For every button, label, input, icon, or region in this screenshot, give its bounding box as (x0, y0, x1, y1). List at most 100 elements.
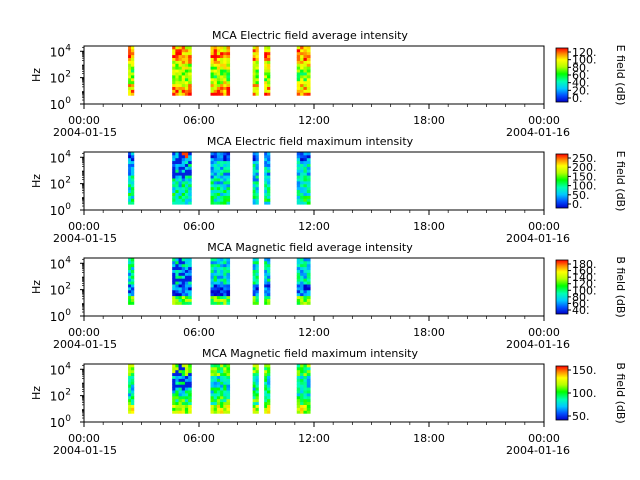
x-tick-label: 12:00 (298, 326, 330, 339)
x-date-label: 2004-01-16 (506, 444, 570, 457)
colorbar-tick-label: 0. (572, 92, 583, 105)
colorbar-tick-label: 60. (572, 297, 590, 310)
y-tick-exponent: 0 (65, 414, 71, 424)
colorbar-tick-label: 200. (572, 161, 597, 174)
plot-frame (83, 363, 545, 423)
y-tick-label: 10 (50, 257, 65, 271)
colorbar-tick-label: 140. (572, 271, 597, 284)
y-tick-exponent: 2 (65, 388, 71, 398)
data-interval-5 (264, 152, 271, 205)
y-tick-exponent: 0 (65, 202, 71, 212)
colorbar-label: E field (dB) (614, 151, 627, 212)
y-tick-label: 10 (50, 98, 65, 112)
x-tick-label: 06:00 (183, 114, 215, 127)
data-interval-4 (252, 46, 259, 96)
data-interval-2 (172, 152, 192, 205)
colorbar-tick-label: 180. (572, 258, 597, 271)
data-interval-6 (296, 46, 311, 96)
x-date-label: 2004-01-16 (506, 232, 570, 245)
y-tick-label: 10 (50, 151, 65, 165)
y-tick-exponent: 0 (65, 96, 71, 106)
y-tick-label: 10 (50, 178, 65, 192)
data-interval-3 (210, 364, 231, 414)
colorbar-tick-label: 50. (572, 189, 590, 202)
data-interval-2 (172, 258, 192, 305)
colorbar-tick-label: 100. (572, 387, 597, 400)
x-tick-label: 18:00 (413, 432, 445, 445)
data-interval-1 (128, 46, 135, 96)
colorbar: 180.160.140.120.100.80.60.40. B field (dB… (555, 256, 627, 318)
x-date-label: 2004-01-15 (53, 444, 117, 457)
colorbar-tick-label: 20. (572, 84, 590, 97)
x-tick-label: 06:00 (183, 326, 215, 339)
colorbar-tick-label: 120. (572, 46, 597, 59)
y-tick-exponent: 4 (65, 361, 71, 371)
colorbar-tick-label: 100. (572, 180, 597, 193)
x-tick-label: 06:00 (183, 432, 215, 445)
x-date-label: 2004-01-15 (53, 232, 117, 245)
plot-frame (83, 45, 545, 105)
x-tick-label: 00:00 (68, 114, 100, 127)
x-tick-label: 12:00 (298, 432, 330, 445)
colorbar-tick-label: 150. (572, 364, 597, 377)
colorbar-label: B field (dB) (614, 362, 627, 423)
data-interval-2 (172, 364, 192, 414)
x-tick-label: 18:00 (413, 326, 445, 339)
data-interval-6 (296, 152, 311, 205)
colorbar-tick-label: 80. (572, 291, 590, 304)
y-tick-exponent: 4 (65, 149, 71, 159)
colorbar: 150. 100. 50. B field (dB) (555, 362, 627, 424)
chart-title: MCA Magnetic field average intensity (207, 241, 413, 254)
chart-title: MCA Magnetic field maximum intensity (202, 347, 418, 360)
y-tick-label: 10 (50, 284, 65, 298)
x-tick-label: 12:00 (298, 114, 330, 127)
data-interval-5 (264, 258, 271, 305)
colorbar-tick-label: 40. (572, 77, 590, 90)
data-interval-6 (296, 258, 311, 305)
data-interval-3 (210, 46, 231, 96)
x-tick-label: 18:00 (413, 114, 445, 127)
panel-2: MCA Electric field maximum intensity Hz 10… (30, 135, 627, 245)
y-tick-exponent: 2 (65, 176, 71, 186)
spectrogram-data (128, 364, 311, 414)
colorbar-tick-label: 0. (572, 198, 583, 211)
y-tick-label: 10 (50, 72, 65, 86)
data-interval-6 (296, 364, 311, 414)
y-axis-label: Hz (30, 280, 43, 294)
y-tick-label: 10 (50, 390, 65, 404)
data-interval-1 (128, 364, 135, 414)
colorbar-tick-label: 100. (572, 284, 597, 297)
data-interval-1 (128, 258, 135, 305)
x-date-label: 2004-01-15 (53, 338, 117, 351)
x-tick-label: 00:00 (68, 432, 100, 445)
x-date-label: 2004-01-16 (506, 126, 570, 139)
x-date-label: 2004-01-16 (506, 338, 570, 351)
data-interval-3 (210, 152, 231, 205)
colorbar-tick-label: 50. (572, 410, 590, 423)
y-tick-exponent: 4 (65, 43, 71, 53)
colorbar: 120.100.80.60.40.20.0. E field (dB) (555, 45, 627, 105)
spectrogram-data (128, 258, 311, 305)
colorbar-tick-label: 120. (572, 278, 597, 291)
y-tick-label: 10 (50, 416, 65, 430)
data-interval-4 (252, 152, 259, 205)
colorbar: 250.200.150.100.50.0. E field (dB) (555, 151, 627, 212)
data-interval-4 (252, 258, 259, 305)
colorbar-tick-label: 250. (572, 152, 597, 165)
data-interval-2 (172, 46, 192, 96)
x-tick-label: 00:00 (528, 432, 560, 445)
chart-title: MCA Electric field maximum intensity (207, 135, 414, 148)
y-axis-label: Hz (30, 174, 43, 188)
panel-3: MCA Magnetic field average intensity Hz 10… (30, 241, 627, 351)
plot-frame (83, 257, 545, 317)
spectrogram-data (128, 46, 311, 96)
x-tick-label: 00:00 (68, 220, 100, 233)
y-axis-label: Hz (30, 386, 43, 400)
y-tick-exponent: 2 (65, 70, 71, 80)
y-axis-label: Hz (30, 68, 43, 82)
x-tick-label: 00:00 (528, 326, 560, 339)
x-tick-label: 06:00 (183, 220, 215, 233)
colorbar-tick-label: 60. (572, 69, 590, 82)
x-tick-label: 00:00 (528, 220, 560, 233)
